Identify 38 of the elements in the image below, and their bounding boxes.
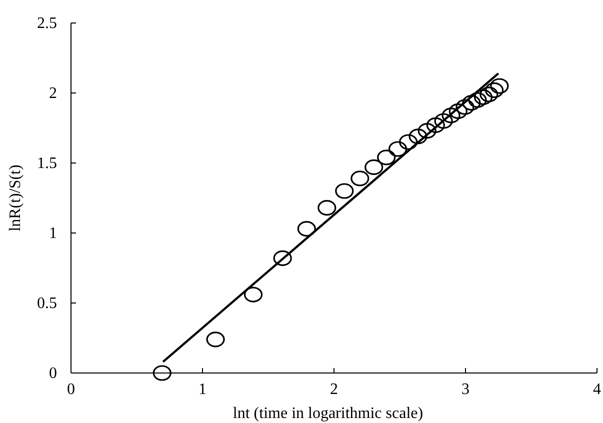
point [462,95,481,111]
x-tick-label: 4 [593,381,601,398]
point [377,150,396,166]
point [485,82,504,98]
point [456,99,474,115]
point [426,117,445,133]
x-tick-label: 0 [67,381,75,398]
point [480,86,498,102]
y-tick-label: 1 [49,225,57,242]
point [408,128,428,144]
y-tick-label: 2.5 [37,15,57,32]
x-axis-title: lnt (time in logarithmic scale) [232,405,424,422]
point [468,92,487,108]
point [206,332,225,348]
point [490,78,509,94]
y-tick-label: 0 [49,365,57,382]
point [152,365,172,381]
x-tick-label: 2 [330,381,338,398]
y-tick-label: 0.5 [37,295,57,312]
y-axis-title: lnR(t)/S(t) [7,164,24,232]
x-tick-label: 3 [462,381,470,398]
point [297,221,316,237]
point [474,89,493,105]
point [273,250,292,266]
y-tick-label: 2 [49,85,57,102]
x-tick-label: 1 [198,381,206,398]
point [364,159,384,175]
y-tick-label: 1.5 [37,155,57,172]
point [335,183,354,199]
point [434,113,453,129]
point [318,200,336,216]
point [442,108,460,124]
point [350,170,370,186]
point [448,103,468,119]
point [388,141,408,157]
point [398,134,418,150]
point [244,286,263,302]
point [418,123,436,139]
